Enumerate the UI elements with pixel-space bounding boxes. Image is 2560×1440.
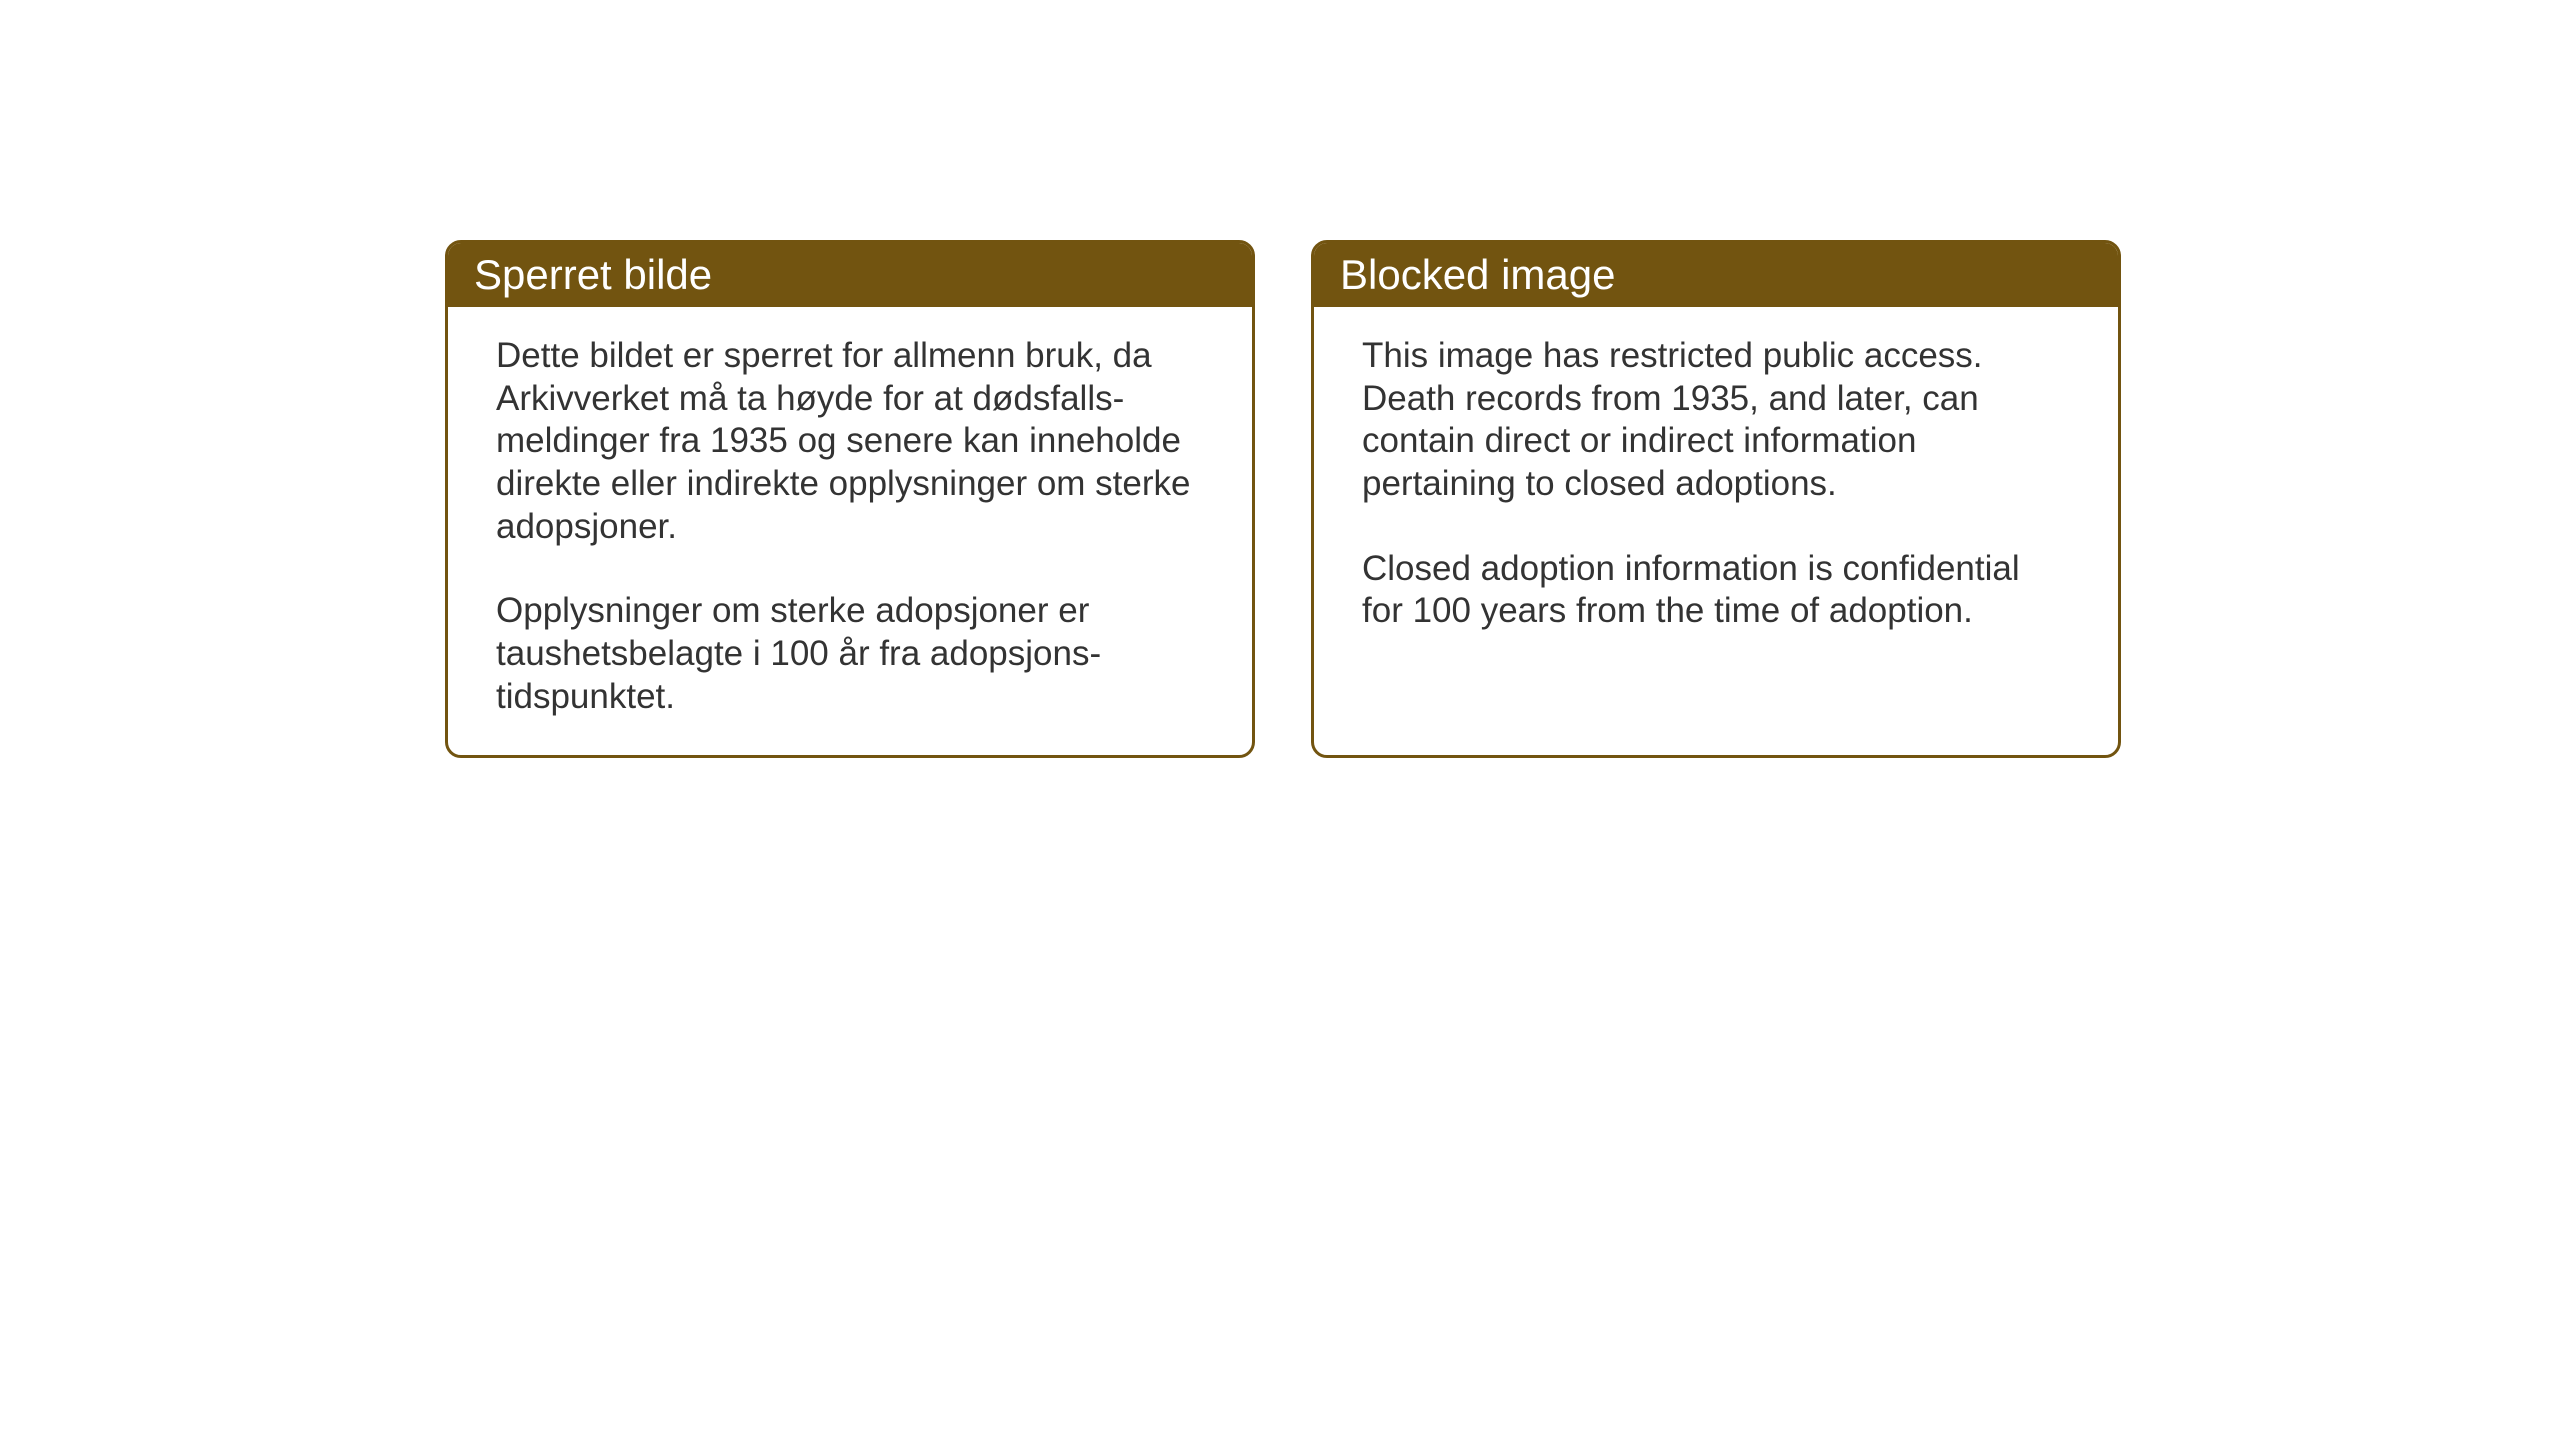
paragraph-text: This image has restricted public access.…	[1362, 335, 2070, 506]
card-header-norwegian: Sperret bilde	[448, 243, 1252, 307]
notice-card-norwegian: Sperret bilde Dette bildet er sperret fo…	[445, 240, 1255, 758]
card-body-english: This image has restricted public access.…	[1314, 307, 2118, 669]
paragraph-text: Closed adoption information is confident…	[1362, 548, 2070, 633]
card-header-english: Blocked image	[1314, 243, 2118, 307]
card-body-norwegian: Dette bildet er sperret for allmenn bruk…	[448, 307, 1252, 755]
card-title: Blocked image	[1340, 251, 1615, 298]
paragraph-text: Opplysninger om sterke adopsjoner er tau…	[496, 590, 1204, 718]
paragraph-text: Dette bildet er sperret for allmenn bruk…	[496, 335, 1204, 548]
card-title: Sperret bilde	[474, 251, 712, 298]
notice-card-english: Blocked image This image has restricted …	[1311, 240, 2121, 758]
notice-container: Sperret bilde Dette bildet er sperret fo…	[445, 240, 2121, 758]
